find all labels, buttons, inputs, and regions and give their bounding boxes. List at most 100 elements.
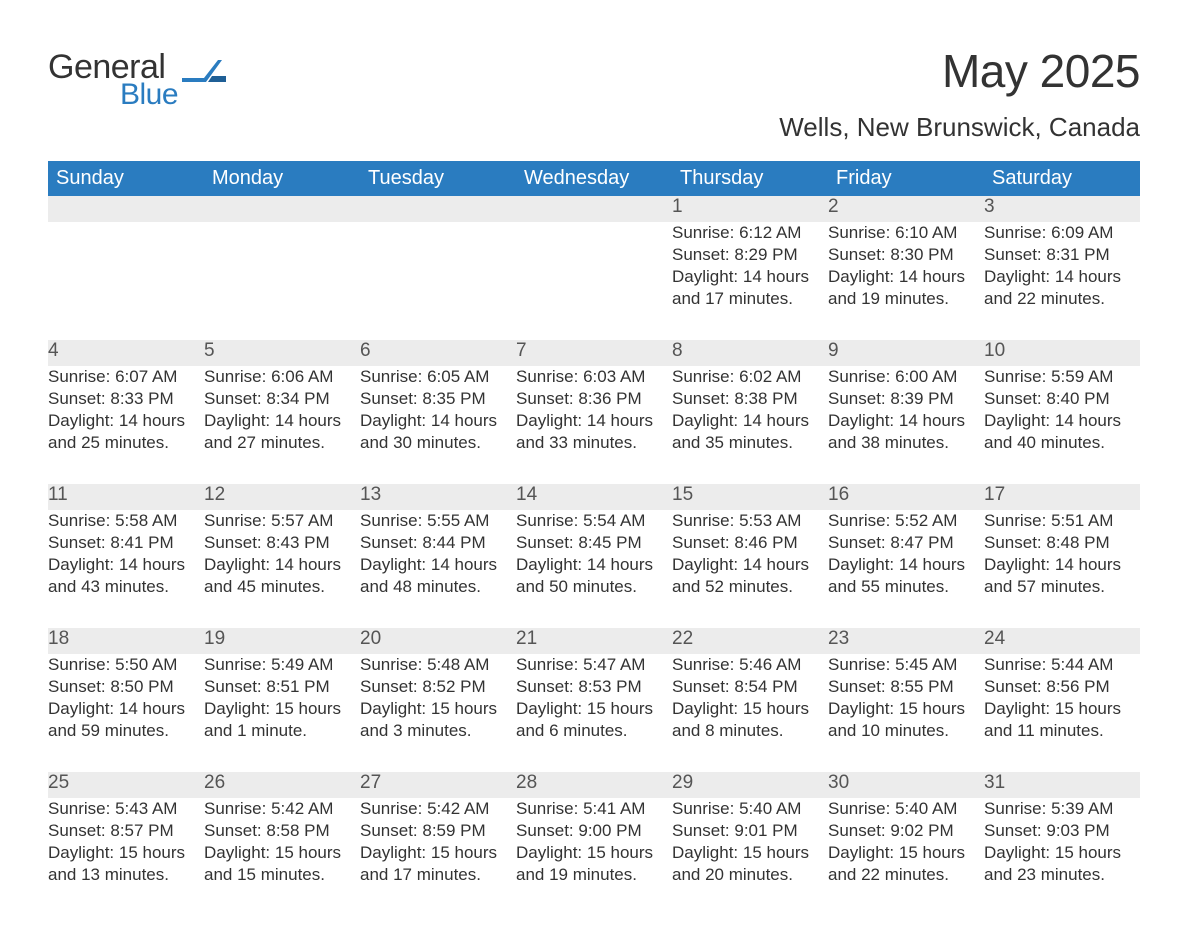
weekday-header: Thursday <box>672 161 828 196</box>
daylight-line: Daylight: 14 hours and 38 minutes. <box>828 410 984 454</box>
day-detail-row: Sunrise: 5:50 AMSunset: 8:50 PMDaylight:… <box>48 654 1140 772</box>
day-number-row: 25262728293031 <box>48 772 1140 798</box>
sunset-line: Sunset: 9:02 PM <box>828 820 984 842</box>
day-number-cell <box>360 196 516 222</box>
day-detail-cell: Sunrise: 5:43 AMSunset: 8:57 PMDaylight:… <box>48 798 204 898</box>
sunrise-line: Sunrise: 5:59 AM <box>984 366 1140 388</box>
daylight-line: Daylight: 14 hours and 35 minutes. <box>672 410 828 454</box>
daylight-line: Daylight: 15 hours and 6 minutes. <box>516 698 672 742</box>
sunrise-line: Sunrise: 5:42 AM <box>204 798 360 820</box>
sunrise-line: Sunrise: 6:06 AM <box>204 366 360 388</box>
sunset-line: Sunset: 8:56 PM <box>984 676 1140 698</box>
sunset-line: Sunset: 8:39 PM <box>828 388 984 410</box>
day-detail-cell <box>360 222 516 340</box>
daylight-line: Daylight: 14 hours and 17 minutes. <box>672 266 828 310</box>
day-detail-cell: Sunrise: 5:53 AMSunset: 8:46 PMDaylight:… <box>672 510 828 628</box>
sunset-line: Sunset: 8:59 PM <box>360 820 516 842</box>
daylight-line: Daylight: 15 hours and 1 minute. <box>204 698 360 742</box>
day-number-cell: 5 <box>204 340 360 366</box>
sunrise-line: Sunrise: 5:50 AM <box>48 654 204 676</box>
daylight-line: Daylight: 14 hours and 33 minutes. <box>516 410 672 454</box>
sunset-line: Sunset: 8:29 PM <box>672 244 828 266</box>
daylight-line: Daylight: 14 hours and 55 minutes. <box>828 554 984 598</box>
day-number-cell: 6 <box>360 340 516 366</box>
day-number-cell: 21 <box>516 628 672 654</box>
sunset-line: Sunset: 8:35 PM <box>360 388 516 410</box>
page-subtitle: Wells, New Brunswick, Canada <box>779 112 1140 143</box>
sunrise-line: Sunrise: 5:40 AM <box>672 798 828 820</box>
sunrise-line: Sunrise: 5:57 AM <box>204 510 360 532</box>
day-number-cell: 1 <box>672 196 828 222</box>
sunset-line: Sunset: 8:44 PM <box>360 532 516 554</box>
sunset-line: Sunset: 8:36 PM <box>516 388 672 410</box>
day-number-cell: 24 <box>984 628 1140 654</box>
day-number-cell: 17 <box>984 484 1140 510</box>
day-number-row: 123 <box>48 196 1140 222</box>
day-detail-cell: Sunrise: 5:54 AMSunset: 8:45 PMDaylight:… <box>516 510 672 628</box>
title-block: May 2025 Wells, New Brunswick, Canada <box>779 44 1140 143</box>
sunrise-line: Sunrise: 5:42 AM <box>360 798 516 820</box>
day-detail-cell: Sunrise: 6:02 AMSunset: 8:38 PMDaylight:… <box>672 366 828 484</box>
sunset-line: Sunset: 8:34 PM <box>204 388 360 410</box>
day-detail-cell: Sunrise: 5:52 AMSunset: 8:47 PMDaylight:… <box>828 510 984 628</box>
day-detail-cell: Sunrise: 5:41 AMSunset: 9:00 PMDaylight:… <box>516 798 672 898</box>
day-detail-cell: Sunrise: 6:00 AMSunset: 8:39 PMDaylight:… <box>828 366 984 484</box>
daylight-line: Daylight: 15 hours and 15 minutes. <box>204 842 360 886</box>
day-detail-cell: Sunrise: 5:51 AMSunset: 8:48 PMDaylight:… <box>984 510 1140 628</box>
sunrise-line: Sunrise: 5:53 AM <box>672 510 828 532</box>
sunrise-line: Sunrise: 5:54 AM <box>516 510 672 532</box>
sunset-line: Sunset: 8:50 PM <box>48 676 204 698</box>
day-number-cell: 16 <box>828 484 984 510</box>
day-detail-row: Sunrise: 6:12 AMSunset: 8:29 PMDaylight:… <box>48 222 1140 340</box>
weekday-header: Monday <box>204 161 360 196</box>
day-detail-cell: Sunrise: 6:03 AMSunset: 8:36 PMDaylight:… <box>516 366 672 484</box>
day-detail-cell: Sunrise: 5:49 AMSunset: 8:51 PMDaylight:… <box>204 654 360 772</box>
calendar-table: Sunday Monday Tuesday Wednesday Thursday… <box>48 161 1140 898</box>
daylight-line: Daylight: 15 hours and 10 minutes. <box>828 698 984 742</box>
day-number-cell: 23 <box>828 628 984 654</box>
day-number-cell <box>516 196 672 222</box>
day-number-cell: 11 <box>48 484 204 510</box>
brand-logo: General Blue <box>48 44 226 110</box>
day-number-cell: 12 <box>204 484 360 510</box>
sunrise-line: Sunrise: 6:10 AM <box>828 222 984 244</box>
day-number-cell: 27 <box>360 772 516 798</box>
sunrise-line: Sunrise: 5:52 AM <box>828 510 984 532</box>
day-number-row: 18192021222324 <box>48 628 1140 654</box>
day-number-cell: 28 <box>516 772 672 798</box>
sunrise-line: Sunrise: 6:03 AM <box>516 366 672 388</box>
day-detail-cell: Sunrise: 5:48 AMSunset: 8:52 PMDaylight:… <box>360 654 516 772</box>
sunset-line: Sunset: 8:53 PM <box>516 676 672 698</box>
sunrise-line: Sunrise: 6:02 AM <box>672 366 828 388</box>
sunrise-line: Sunrise: 6:05 AM <box>360 366 516 388</box>
sunset-line: Sunset: 8:48 PM <box>984 532 1140 554</box>
day-number-cell: 29 <box>672 772 828 798</box>
sunset-line: Sunset: 8:52 PM <box>360 676 516 698</box>
calendar-page: General Blue May 2025 Wells, New Brunswi… <box>0 0 1188 938</box>
day-number-cell: 9 <box>828 340 984 366</box>
day-detail-cell: Sunrise: 5:40 AMSunset: 9:01 PMDaylight:… <box>672 798 828 898</box>
day-number-cell: 10 <box>984 340 1140 366</box>
sunrise-line: Sunrise: 5:47 AM <box>516 654 672 676</box>
sunrise-line: Sunrise: 6:00 AM <box>828 366 984 388</box>
daylight-line: Daylight: 14 hours and 25 minutes. <box>48 410 204 454</box>
day-number-cell: 2 <box>828 196 984 222</box>
sunrise-line: Sunrise: 5:41 AM <box>516 798 672 820</box>
sunrise-line: Sunrise: 5:49 AM <box>204 654 360 676</box>
daylight-line: Daylight: 14 hours and 40 minutes. <box>984 410 1140 454</box>
sunset-line: Sunset: 8:57 PM <box>48 820 204 842</box>
sunrise-line: Sunrise: 5:48 AM <box>360 654 516 676</box>
daylight-line: Daylight: 15 hours and 11 minutes. <box>984 698 1140 742</box>
daylight-line: Daylight: 15 hours and 23 minutes. <box>984 842 1140 886</box>
day-detail-cell: Sunrise: 5:44 AMSunset: 8:56 PMDaylight:… <box>984 654 1140 772</box>
day-number-cell: 7 <box>516 340 672 366</box>
day-number-cell: 19 <box>204 628 360 654</box>
day-detail-cell <box>204 222 360 340</box>
day-detail-cell: Sunrise: 6:06 AMSunset: 8:34 PMDaylight:… <box>204 366 360 484</box>
sunrise-line: Sunrise: 5:55 AM <box>360 510 516 532</box>
sunset-line: Sunset: 8:46 PM <box>672 532 828 554</box>
page-title: May 2025 <box>779 44 1140 98</box>
daylight-line: Daylight: 14 hours and 52 minutes. <box>672 554 828 598</box>
day-detail-row: Sunrise: 5:58 AMSunset: 8:41 PMDaylight:… <box>48 510 1140 628</box>
day-detail-cell: Sunrise: 5:45 AMSunset: 8:55 PMDaylight:… <box>828 654 984 772</box>
